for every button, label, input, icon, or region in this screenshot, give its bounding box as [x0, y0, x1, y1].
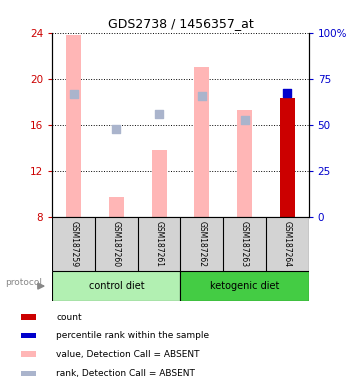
Text: control diet: control diet	[88, 281, 144, 291]
Text: rank, Detection Call = ABSENT: rank, Detection Call = ABSENT	[56, 369, 195, 378]
Bar	[180, 271, 309, 301]
Bar	[109, 197, 124, 217]
Text: protocol: protocol	[5, 278, 42, 287]
Bar	[21, 333, 36, 338]
Bar	[21, 371, 36, 376]
Text: GSM187260: GSM187260	[112, 221, 121, 267]
Text: GSM187263: GSM187263	[240, 221, 249, 267]
Bar	[237, 110, 252, 217]
Bar	[280, 98, 295, 217]
Bar	[52, 271, 180, 301]
Point	[284, 89, 290, 96]
Text: ketogenic diet: ketogenic diet	[210, 281, 279, 291]
Text: percentile rank within the sample: percentile rank within the sample	[56, 331, 209, 340]
Bar	[152, 150, 167, 217]
Point	[156, 111, 162, 118]
Bar	[21, 351, 36, 357]
Point	[199, 93, 205, 99]
Bar	[66, 35, 81, 217]
Point	[71, 91, 77, 97]
Point	[113, 126, 119, 132]
Point	[242, 117, 247, 123]
Text: GSM187261: GSM187261	[155, 221, 164, 267]
Title: GDS2738 / 1456357_at: GDS2738 / 1456357_at	[108, 17, 253, 30]
Bar	[21, 314, 36, 320]
Text: GSM187262: GSM187262	[197, 221, 206, 267]
Text: value, Detection Call = ABSENT: value, Detection Call = ABSENT	[56, 350, 200, 359]
Text: count: count	[56, 313, 82, 321]
Bar	[194, 67, 209, 217]
Text: GSM187259: GSM187259	[69, 221, 78, 267]
Text: GSM187264: GSM187264	[283, 221, 292, 267]
